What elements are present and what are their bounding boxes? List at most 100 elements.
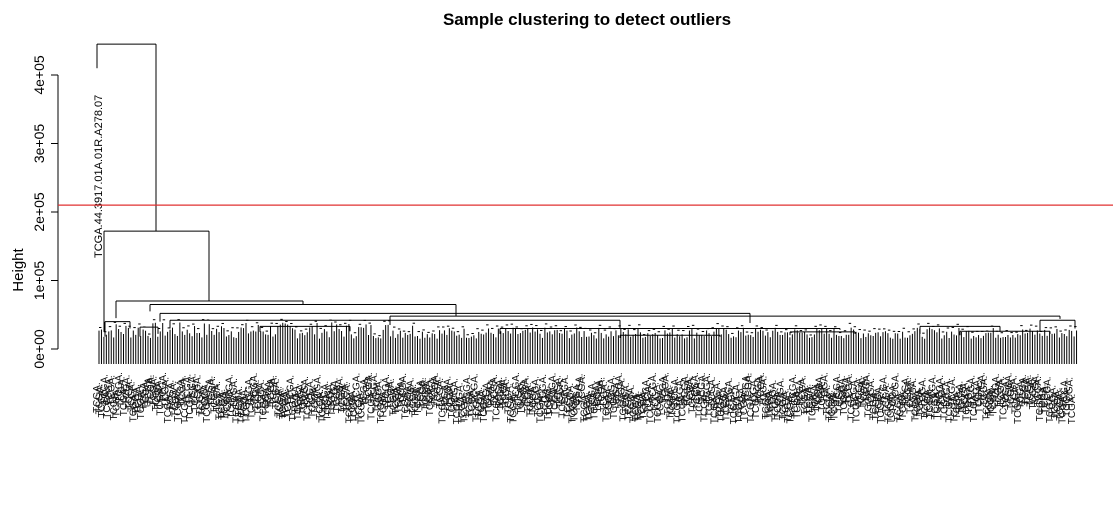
leaf-label: TCGA. — [131, 384, 142, 415]
leaf-label: TCGA. — [989, 385, 1000, 416]
leaf-label: TCGA. — [388, 386, 399, 417]
leaf-label: TCGA. — [918, 377, 929, 408]
leaf-label: TCGA. — [964, 383, 975, 414]
leaf-label: TCGA. — [643, 383, 654, 414]
leaf-label: TCGA. — [682, 377, 693, 408]
leaf-label: TCGA. — [903, 377, 914, 408]
leaf-label: TCGA. — [624, 390, 635, 421]
leaf-label: TCGA. — [286, 375, 297, 406]
leaf-label: TCGA. — [428, 375, 439, 406]
leaf-label: TCGA. — [381, 374, 392, 405]
leaf-label: TCGA. — [540, 386, 551, 417]
leaf-label: TCGA. — [335, 376, 346, 407]
leaf-label: TCGA. — [1045, 393, 1056, 424]
leaf-label: TCGA. — [856, 379, 867, 410]
leaf-label: TCGA. — [798, 375, 809, 406]
leaf-label: TCGA. — [641, 377, 652, 408]
leaf-label: TCGA. — [758, 376, 769, 407]
leaf-label: TCGA. — [565, 383, 576, 414]
leaf-label: TCGA. — [205, 376, 216, 407]
leaf-label: TCGA. — [957, 384, 968, 415]
leaf-label: TCGA. — [362, 375, 373, 406]
leaf-label: TCGA. — [337, 383, 348, 414]
leaf-label: TCGA. — [310, 384, 321, 415]
leaf-label: TCGA. — [234, 386, 245, 417]
leaf-label: TCGA. — [349, 392, 360, 423]
leaf-label: TCGA. — [646, 394, 657, 425]
leaf-label: TCGA. — [469, 373, 480, 404]
leaf-label: TCGA. — [749, 377, 760, 408]
leaf-label: TCGA. — [153, 378, 164, 409]
leaf-label: TCGA. — [788, 374, 799, 405]
leaf-label: TCGA. — [293, 390, 304, 421]
leaf-label: TCGA. — [656, 386, 667, 417]
leaf-label: TCGA. — [793, 388, 804, 419]
leaf-label: TCGA. — [680, 374, 691, 405]
leaf-label: TCGA. — [276, 388, 287, 419]
leaf-label: TCGA. — [129, 392, 140, 423]
leaf-label: TCGA. — [173, 391, 184, 422]
leaf-label: TCGA. — [950, 393, 961, 424]
leaf-label: TCGA. — [359, 376, 370, 407]
leaf-label: TCGA. — [575, 373, 586, 404]
leaf-label: TCGA. — [560, 375, 571, 406]
leaf-label: TCGA. — [619, 391, 630, 422]
leaf-label: TCGA. — [878, 374, 889, 405]
leaf-label: TCGA. — [1062, 386, 1073, 417]
leaf-label: TCGA. — [999, 391, 1010, 422]
leaf-label: TCGA. — [283, 387, 294, 418]
leaf-label: TCGA. — [673, 393, 684, 424]
leaf-label: TCGA. — [589, 389, 600, 420]
leaf-label: TCGA. — [891, 372, 902, 403]
leaf-label: TCGA. — [170, 386, 181, 417]
leaf-label: TCGA. — [1025, 376, 1036, 407]
leaf-label: TCGA. — [829, 390, 840, 421]
leaf-label: TCGA. — [886, 394, 897, 425]
leaf-label: TCGA. — [538, 374, 549, 405]
leaf-label: TCGA. — [357, 393, 368, 424]
leaf-label: TCGA. — [202, 392, 213, 423]
leaf-label: TCGA. — [996, 376, 1007, 407]
leaf-label: TCGA. — [584, 390, 595, 421]
leaf-label: TCGA. — [844, 373, 855, 404]
leaf-label: TCGA. — [168, 381, 179, 412]
leaf-label: TCGA. — [653, 392, 664, 423]
leaf-label: TCGA. — [244, 376, 255, 407]
leaf-label: TCGA. — [935, 375, 946, 406]
leaf-label: TCGA. — [1040, 383, 1051, 414]
leaf-label: TCGA. — [369, 373, 380, 404]
leaf-label: TCGA. — [112, 387, 123, 418]
leaf-label: TCGA. — [937, 380, 948, 411]
leaf-label: TCGA. — [972, 377, 983, 408]
leaf-label: TCGA. — [408, 384, 419, 415]
leaf-label: TCGA. — [354, 390, 365, 421]
leaf-label: TCGA. — [874, 384, 885, 415]
leaf-label: TCGA. — [727, 385, 738, 416]
leaf-label: TCGA. — [778, 390, 789, 421]
leaf-label: TCGA. — [979, 376, 990, 407]
leaf-label: TCGA. — [119, 386, 130, 417]
leaf-label: TCGA. — [724, 378, 735, 409]
leaf-label: TCGA. — [883, 392, 894, 423]
leaf-label: TCGA. — [161, 377, 172, 408]
leaf-label: TCGA. — [986, 388, 997, 419]
leaf-label: TCGA. — [700, 391, 711, 422]
leaf-label: TCGA. — [707, 377, 718, 408]
leaf-label: TCGA. — [754, 374, 765, 405]
leaf-label: TCGA. — [827, 392, 838, 423]
leaf-label: TCGA. — [484, 383, 495, 414]
leaf-label: TCGA. — [322, 390, 333, 421]
leaf-label: TCGA. — [570, 391, 581, 422]
leaf-label: TCGA. — [714, 388, 725, 419]
leaf-label: TCGA. — [151, 381, 162, 412]
leaf-label: TCGA. — [332, 382, 343, 413]
leaf-label: TCGA. — [974, 383, 985, 414]
leaf-label: TCGA. — [609, 389, 620, 420]
leaf-label: TCGA. — [315, 389, 326, 420]
leaf-label: TCGA. — [516, 384, 527, 415]
leaf-label: TCGA. — [237, 393, 248, 424]
leaf-label: TCGA. — [739, 391, 750, 422]
leaf-label: TCGA. — [374, 378, 385, 409]
leaf-label: TCGA. — [308, 387, 319, 418]
